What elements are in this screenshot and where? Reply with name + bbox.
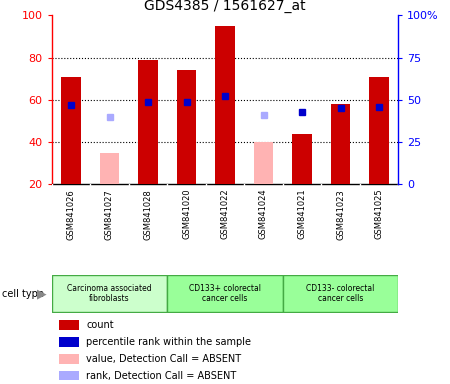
Bar bbox=[58, 321, 80, 330]
Bar bbox=[139, 60, 158, 184]
Text: rank, Detection Call = ABSENT: rank, Detection Call = ABSENT bbox=[86, 371, 237, 381]
Text: CD133+ colorectal
cancer cells: CD133+ colorectal cancer cells bbox=[189, 284, 261, 303]
Bar bbox=[58, 371, 80, 380]
Bar bbox=[216, 26, 234, 184]
Bar bbox=[52, 275, 167, 312]
Bar bbox=[292, 134, 311, 184]
Text: count: count bbox=[86, 320, 114, 330]
Bar bbox=[58, 337, 80, 347]
Text: GSM841026: GSM841026 bbox=[67, 189, 76, 240]
Text: GSM841024: GSM841024 bbox=[259, 189, 268, 240]
Text: ▶: ▶ bbox=[37, 287, 46, 300]
Bar bbox=[283, 275, 398, 312]
Text: percentile rank within the sample: percentile rank within the sample bbox=[86, 337, 252, 347]
Bar bbox=[369, 77, 389, 184]
Bar bbox=[58, 354, 80, 364]
Text: GSM841023: GSM841023 bbox=[336, 189, 345, 240]
Text: GSM841020: GSM841020 bbox=[182, 189, 191, 240]
Title: GDS4385 / 1561627_at: GDS4385 / 1561627_at bbox=[144, 0, 306, 13]
Bar bbox=[100, 152, 119, 184]
Text: GSM841021: GSM841021 bbox=[297, 189, 306, 240]
Text: cell type: cell type bbox=[2, 289, 44, 299]
Bar bbox=[254, 142, 273, 184]
Bar bbox=[167, 275, 283, 312]
Bar bbox=[177, 70, 196, 184]
Text: GSM841022: GSM841022 bbox=[220, 189, 230, 240]
Text: GSM841025: GSM841025 bbox=[374, 189, 383, 240]
Text: CD133- colorectal
cancer cells: CD133- colorectal cancer cells bbox=[306, 284, 375, 303]
Text: value, Detection Call = ABSENT: value, Detection Call = ABSENT bbox=[86, 354, 242, 364]
Text: Carcinoma associated
fibroblasts: Carcinoma associated fibroblasts bbox=[67, 284, 152, 303]
Bar bbox=[61, 77, 81, 184]
Text: GSM841028: GSM841028 bbox=[144, 189, 153, 240]
Text: GSM841027: GSM841027 bbox=[105, 189, 114, 240]
Bar bbox=[331, 104, 350, 184]
